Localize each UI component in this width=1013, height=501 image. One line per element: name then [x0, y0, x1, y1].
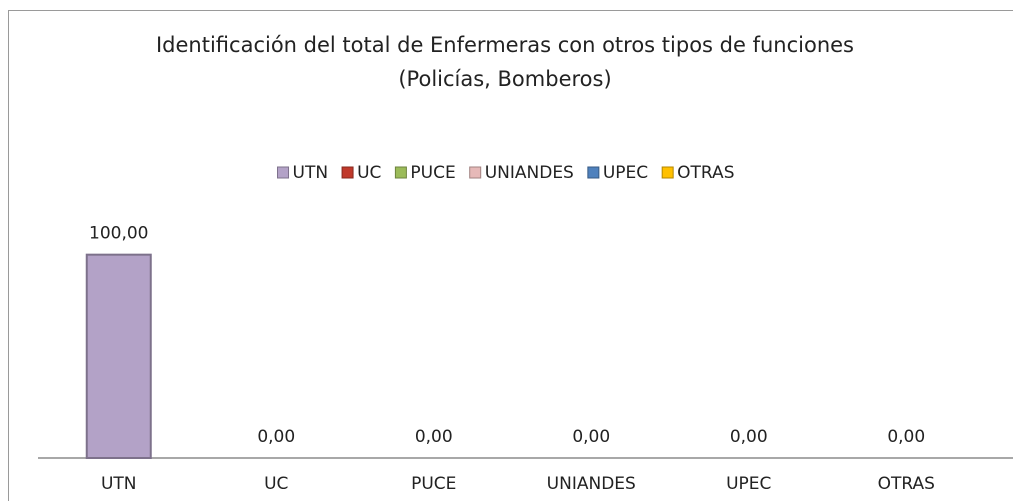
legend-swatch	[394, 166, 407, 179]
x-tick-label: UC	[264, 474, 288, 494]
x-tick-label: PUCE	[411, 474, 456, 494]
chart-frame	[8, 10, 1013, 501]
legend-label: UPEC	[603, 163, 648, 183]
legend-label: UC	[357, 163, 381, 183]
bar	[85, 253, 152, 459]
chart-title: Identificación del total de Enfermeras c…	[155, 33, 854, 91]
legend-label: PUCE	[410, 163, 455, 183]
data-label: 0,00	[887, 427, 925, 447]
legend-swatch	[587, 166, 600, 179]
legend-label: UTN	[293, 163, 329, 183]
data-label: 0,00	[257, 427, 295, 447]
legend-label: OTRAS	[677, 163, 734, 183]
x-tick-label: UNIANDES	[547, 474, 636, 494]
data-label: 0,00	[415, 427, 453, 447]
legend-swatch	[469, 166, 482, 179]
legend-swatch	[661, 166, 674, 179]
legend-label: UNIANDES	[485, 163, 574, 183]
x-tick-label: UTN	[101, 474, 137, 494]
legend-swatch	[341, 166, 354, 179]
legend-swatch	[277, 166, 290, 179]
data-label: 0,00	[572, 427, 610, 447]
x-tick-label: OTRAS	[878, 474, 935, 494]
data-label: 0,00	[730, 427, 768, 447]
data-label: 100,00	[89, 224, 148, 244]
x-tick-label: UPEC	[726, 474, 771, 494]
